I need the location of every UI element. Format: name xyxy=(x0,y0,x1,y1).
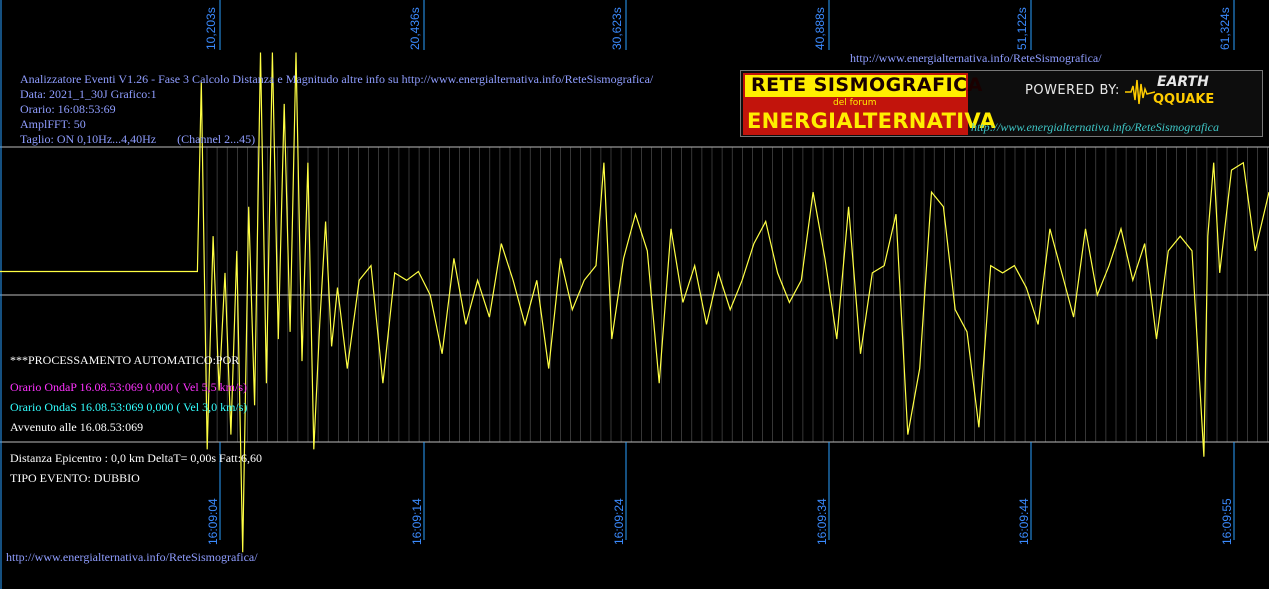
info-ampl: AmplFFT: 50 xyxy=(20,117,86,131)
top-tick-label: 51,122s xyxy=(1015,7,1029,50)
logo-line1: RETE SISMOGRAFICA xyxy=(751,74,983,96)
top-tick-label: 20,436s xyxy=(408,7,422,50)
logo-line3: ENERGIALTERNATIVA xyxy=(747,109,996,133)
rete-sismografica-logo: RETE SISMOGRAFICA del forum ENERGIALTERN… xyxy=(740,70,1263,137)
bottom-url-link[interactable]: http://www.energialternativa.info/ReteSi… xyxy=(6,550,258,564)
bottom-tick-label: 16:09:44 xyxy=(1017,498,1031,545)
info-filter: Taglio: ON 0,10Hz...4,40Hz (Channel 2...… xyxy=(20,132,256,146)
info-title: Analizzatore Eventi V1.26 - Fase 3 Calco… xyxy=(20,72,654,86)
info-time: Orario: 16:08:53:69 xyxy=(20,102,116,116)
logo-line2: del forum xyxy=(833,98,877,108)
onda-p-label: Orario OndaP 16.08.53:069 0,000 ( Vel 5,… xyxy=(10,380,247,394)
top-url-link[interactable]: http://www.energialternativa.info/ReteSi… xyxy=(850,51,1102,65)
info-date: Data: 2021_1_30J Grafico:1 xyxy=(20,87,157,101)
logo-yellow-band xyxy=(745,75,966,97)
logo-brand2: QQUAKE xyxy=(1153,92,1215,107)
logo-url: http://www.energialternativa.info/ReteSi… xyxy=(971,120,1219,134)
top-tick-label: 10,203s xyxy=(204,7,218,50)
avvenuto-label: Avvenuto alle 16.08.53:069 xyxy=(10,420,144,434)
major-ticks xyxy=(0,0,1235,589)
seismograph-icon xyxy=(1125,79,1155,105)
bottom-tick-label: 16:09:55 xyxy=(1220,498,1234,545)
bottom-tick-label: 16:09:34 xyxy=(815,498,829,545)
bottom-tick-label: 16:09:14 xyxy=(410,498,424,545)
distanza-label: Distanza Epicentro : 0,0 km DeltaT= 0,00… xyxy=(10,451,263,465)
logo-brand1: EARTH xyxy=(1157,74,1209,90)
top-tick-label: 30,623s xyxy=(610,7,624,50)
bottom-tick-label: 16:09:04 xyxy=(206,498,220,545)
bottom-tick-label: 16:09:24 xyxy=(612,498,626,545)
onda-s-label: Orario OndaS 16.08.53:069 0,000 ( Vel 3,… xyxy=(10,400,248,414)
processing-label: ***PROCESSAMENTO AUTOMATICO:POR xyxy=(10,353,240,367)
tipo-evento-label: TIPO EVENTO: DUBBIO xyxy=(10,471,140,485)
top-tick-label: 40,888s xyxy=(813,7,827,50)
logo-powered-by: POWERED BY: xyxy=(1025,83,1120,98)
seismic-trace xyxy=(0,52,1269,553)
top-tick-label: 61,324s xyxy=(1218,7,1232,50)
